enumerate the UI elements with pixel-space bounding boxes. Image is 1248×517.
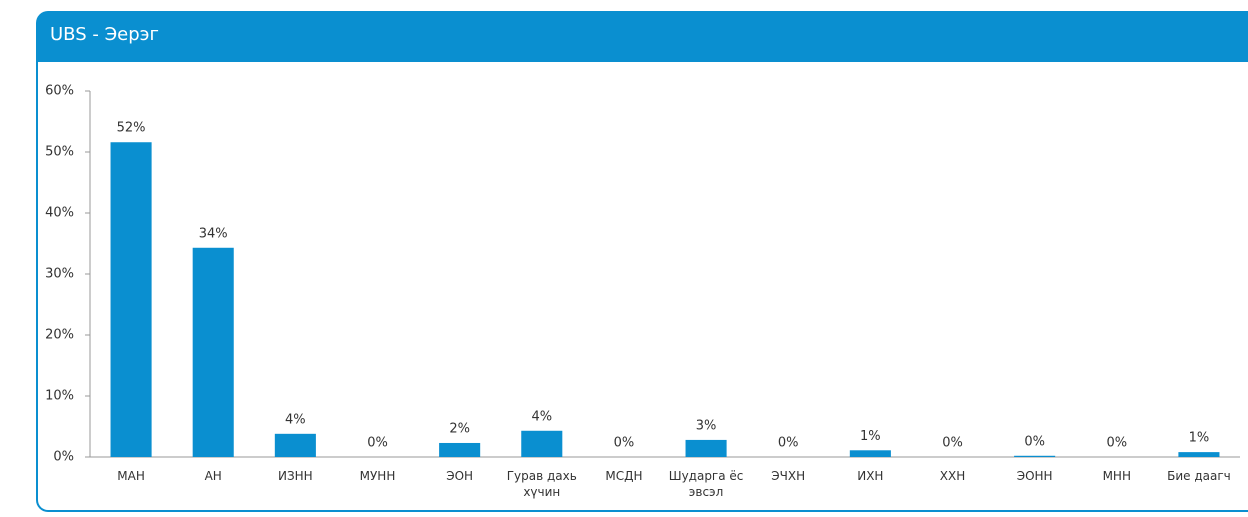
data-label: 4%: [531, 409, 552, 424]
x-tick-label: МНН: [1102, 469, 1131, 483]
bar: [110, 142, 152, 458]
data-label: 0%: [942, 436, 963, 451]
bar: [192, 247, 234, 457]
data-label: 52%: [117, 121, 146, 136]
x-tick-label: АН: [204, 469, 222, 483]
bar: [849, 450, 891, 457]
data-label: 1%: [860, 429, 881, 444]
data-label: 34%: [199, 226, 228, 241]
x-tick-label: ИЗНН: [277, 469, 313, 483]
data-label: 0%: [778, 436, 799, 451]
y-tick-label: 60%: [45, 84, 74, 99]
data-label: 2%: [449, 421, 470, 436]
bar: [439, 442, 481, 457]
y-tick-label: 20%: [45, 328, 74, 343]
x-tick-label: ИХН: [857, 469, 884, 483]
y-tick-label: 50%: [45, 145, 74, 160]
panel-title: UBS - Эерэг: [50, 24, 159, 45]
data-label: 0%: [1106, 436, 1127, 451]
x-tick-label: ЭЧХН: [771, 469, 806, 483]
x-tick-label: МАН: [117, 469, 145, 483]
data-label: 1%: [1189, 431, 1210, 446]
y-tick-label: 30%: [45, 267, 74, 282]
x-tick-label: МУНН: [359, 469, 396, 483]
bar: [1178, 452, 1220, 457]
bar: [685, 439, 727, 457]
data-label: 0%: [1024, 434, 1045, 449]
bar: [1014, 455, 1056, 457]
x-tick-label: Гурав дахь хүчин: [506, 469, 577, 499]
x-tick-label: МСДН: [605, 469, 643, 483]
x-tick-label: ЭОН: [446, 469, 474, 483]
panel-frame: [36, 55, 1248, 512]
bar: [274, 433, 316, 457]
x-tick-label: Шударга ёс эвсэл: [668, 469, 744, 499]
x-tick-label: ЭОНН: [1016, 469, 1053, 483]
data-label: 4%: [285, 412, 306, 427]
panel-header: UBS - Эерэг: [36, 11, 1248, 62]
data-label: 0%: [614, 436, 635, 451]
data-label: 3%: [696, 418, 717, 433]
x-tick-label: ХХН: [939, 469, 966, 483]
y-tick-label: 40%: [45, 206, 74, 221]
y-tick-label: 10%: [45, 389, 74, 404]
y-tick-label: 0%: [53, 450, 74, 465]
data-label: 0%: [367, 436, 388, 451]
bar: [521, 430, 563, 457]
x-tick-label: Бие даагч: [1167, 469, 1231, 483]
